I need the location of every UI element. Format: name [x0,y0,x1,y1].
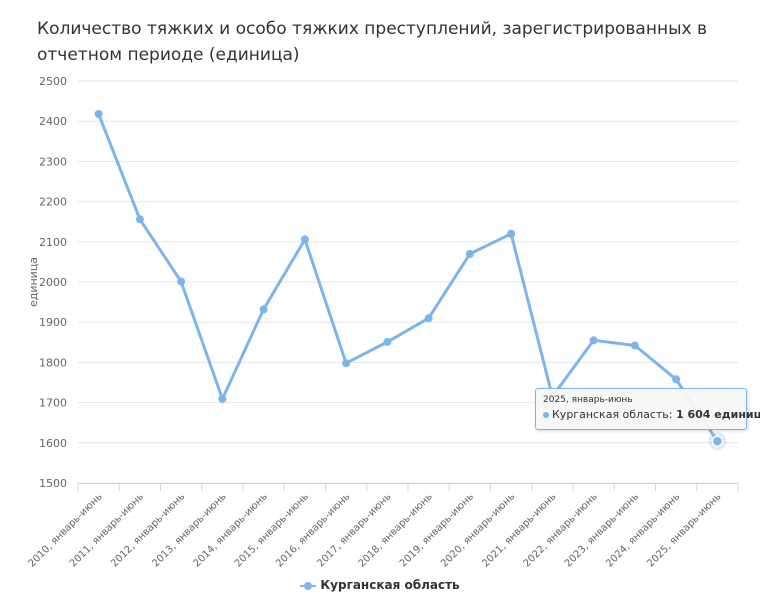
y-axis-label: единица [27,257,40,307]
series-layer [94,109,727,451]
tooltip: 2025, январь-июнь Курганская область: 1 … [535,388,760,430]
data-point[interactable] [135,215,144,224]
y-tick-label: 2000 [39,276,67,289]
legend-series-label: Курганская область [320,578,460,592]
x-tick-label: 2021, январь-июнь [480,491,558,569]
legend-line-icon [300,581,317,590]
legend-dot-icon [304,581,313,590]
y-tick-label: 1900 [39,316,67,329]
tooltip-row: Курганская область: 1 604 единица [543,408,760,421]
x-tick-label: 2010, январь-июнь [27,491,105,569]
x-axis [77,483,739,491]
data-point[interactable] [259,305,268,314]
x-tick-label: 2013, январь-июнь [150,491,228,569]
x-tick-label: 2018, январь-июнь [357,491,435,569]
x-tick-label: 2023, январь-июнь [563,491,641,569]
x-tick-label: 2011, январь-июнь [68,491,146,569]
x-tick-label: 2022, январь-июнь [522,491,600,569]
data-point[interactable] [218,394,227,403]
x-tick-label: 2012, январь-июнь [109,491,187,569]
y-tick-label: 1600 [39,437,67,450]
data-point[interactable] [94,109,103,118]
y-tick-label: 1800 [39,356,67,369]
x-tick-label: 2016, январь-июнь [274,491,352,569]
y-tick-label: 2200 [39,196,67,209]
y-tick-label: 1500 [39,477,67,490]
x-tick-label: 2020, январь-июнь [439,491,517,569]
data-point[interactable] [589,336,598,345]
x-tick-label: 2017, январь-июнь [315,491,393,569]
legend[interactable]: Курганская область [0,578,760,592]
tooltip-header: 2025, январь-июнь [543,395,633,405]
data-point[interactable] [177,277,186,286]
data-point[interactable] [342,359,351,368]
y-tick-label: 2100 [39,236,67,249]
x-tick-label: 2024, январь-июнь [604,491,682,569]
y-tick-label: 2300 [39,155,67,168]
data-point[interactable] [383,337,392,346]
series-line [97,112,719,443]
gridlines [78,80,738,484]
chart-title: Количество тяжких и особо тяжких преступ… [37,19,707,65]
data-point[interactable] [630,341,639,350]
y-tick-label: 2400 [39,115,67,128]
data-point[interactable] [424,314,433,323]
data-point[interactable] [672,375,681,384]
y-tick-label: 1700 [39,397,67,410]
tooltip-series-dot [543,412,549,418]
data-point[interactable] [507,229,516,238]
x-tick-label: 2025, январь-июнь [645,491,723,569]
data-point[interactable] [711,435,724,447]
x-tick-label: 2019, январь-июнь [398,491,476,569]
tooltip-value: 1 604 единица [676,408,760,421]
y-axis-ticks: 1500 1600 1700 1800 1900 2000 2100 2200 2300 2400… [39,75,67,490]
x-tick-label: 2015, январь-июнь [233,491,311,569]
data-point[interactable] [300,235,309,244]
tooltip-series-label: Курганская область: [552,408,673,421]
data-point[interactable] [465,249,474,258]
x-tick-label: 2014, январь-июнь [192,491,270,569]
y-tick-label: 2500 [39,75,67,88]
